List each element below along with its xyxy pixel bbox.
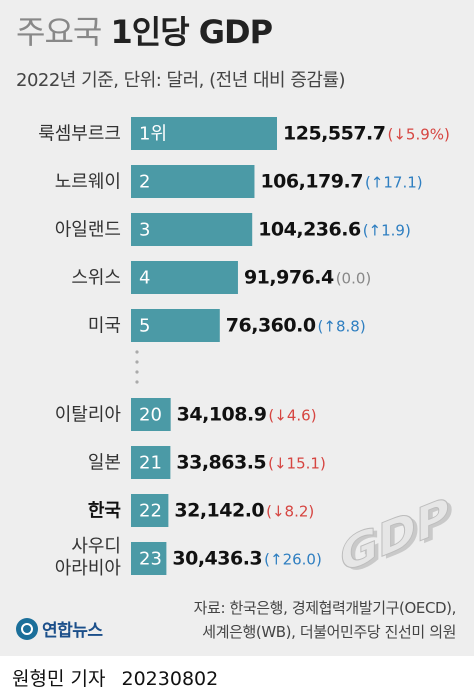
value-label: 125,557.7 xyxy=(283,123,385,145)
bar xyxy=(131,309,220,342)
rank-label: 22 xyxy=(139,501,162,522)
title-prefix: 주요국 xyxy=(16,13,102,51)
category-label: 룩셈부르크 xyxy=(38,124,121,145)
source-line-2: 세계은행(WB), 더불어민주당 진선미 의원 xyxy=(202,623,456,641)
value-label: 32,142.0 xyxy=(174,500,264,522)
source-note: 자료: 한국은행, 경제협력개발기구(OECD), 세계은행(WB), 더불어민… xyxy=(193,596,457,644)
bar xyxy=(131,398,171,431)
value-label: 33,863.5 xyxy=(176,452,266,474)
value-label: 106,179.7 xyxy=(260,171,362,193)
change-label: (↑1.9) xyxy=(363,222,411,240)
rank-label: 21 xyxy=(139,453,162,474)
value-label: 104,236.6 xyxy=(258,219,361,241)
rank-label: 5 xyxy=(139,316,150,337)
gap-ellipsis-dot xyxy=(135,350,139,354)
gap-ellipsis-dot xyxy=(135,380,139,384)
bar xyxy=(131,117,277,150)
chart-title: 주요국 1인당 GDP xyxy=(16,12,274,52)
bar xyxy=(131,494,169,527)
change-label: (↓8.2) xyxy=(266,503,314,521)
chart-subtitle: 2022년 기준, 단위: 달러, (전년 대비 증감률) xyxy=(16,70,346,91)
reporter-name: 원형민 기자 xyxy=(12,668,106,690)
yonhap-logo: 연합뉴스 xyxy=(16,616,103,641)
change-label: (↑8.8) xyxy=(318,318,366,336)
change-label: (↑17.1) xyxy=(365,174,423,192)
title-main: 1인당 GDP xyxy=(110,13,274,51)
bar xyxy=(131,261,238,294)
value-label: 91,976.4 xyxy=(244,267,334,289)
rank-label: 1위 xyxy=(139,124,167,145)
change-label: (↓5.9%) xyxy=(387,126,449,144)
bar xyxy=(131,213,253,246)
source-line-1: 자료: 한국은행, 경제협력개발기구(OECD), xyxy=(193,599,457,617)
category-label: 노르웨이 xyxy=(55,172,121,193)
publish-date: 20230802 xyxy=(121,668,219,690)
rank-label: 4 xyxy=(139,268,150,289)
rank-label: 2 xyxy=(139,172,150,193)
svg-text:GDP: GDP xyxy=(340,488,450,585)
gap-ellipsis-dot xyxy=(135,360,139,364)
category-label: 미국 xyxy=(88,316,121,337)
byline: 원형민 기자 20230802 xyxy=(12,664,218,691)
category-label: 한국 xyxy=(88,501,121,522)
change-label: (0.0) xyxy=(336,270,372,288)
category-label: 사우디 아라비아 xyxy=(55,536,122,579)
value-label: 34,108.9 xyxy=(177,404,267,426)
category-label: 스위스 xyxy=(71,268,121,289)
category-label: 아일랜드 xyxy=(55,220,121,241)
rank-label: 23 xyxy=(139,549,162,570)
change-label: (↑26.0) xyxy=(264,551,322,569)
bar xyxy=(131,165,255,198)
bar-chart: 룩셈부르크 1위 125,557.7 (↓5.9%)노르웨이 2 106,179.7 (↑1… xyxy=(38,117,450,579)
value-label: 30,436.3 xyxy=(172,548,262,570)
gdp-3d-letters-icon: GDP GDP xyxy=(340,487,454,587)
change-label: (↓4.6) xyxy=(268,407,316,425)
bar xyxy=(131,542,167,575)
rank-label: 3 xyxy=(139,220,150,241)
gap-ellipsis-dot xyxy=(135,370,139,374)
chart-panel xyxy=(0,0,474,656)
bar xyxy=(131,446,171,479)
category-label: 이탈리아 xyxy=(55,405,122,426)
change-label: (↓15.1) xyxy=(268,455,326,473)
logo-text: 연합뉴스 xyxy=(42,621,103,641)
rank-label: 20 xyxy=(139,405,162,426)
logo-mark-icon xyxy=(16,617,38,640)
value-label: 76,360.0 xyxy=(226,315,316,337)
category-label: 일본 xyxy=(88,453,121,474)
